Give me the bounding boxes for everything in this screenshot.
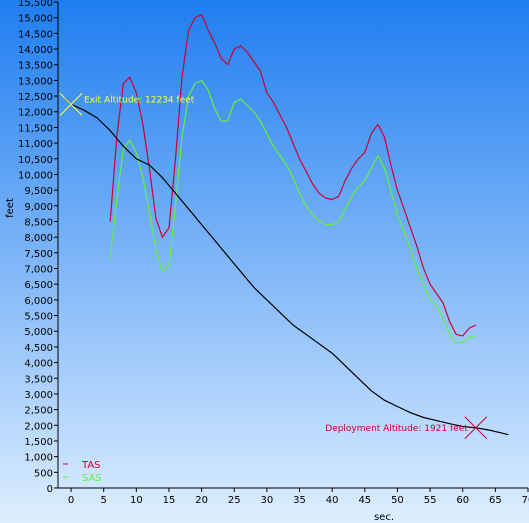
x-tick-label: 25: [228, 495, 241, 506]
y-tick-label: 7,500: [24, 249, 53, 260]
y-tick-label: 14,500: [18, 29, 53, 40]
y-tick-label: 11,500: [18, 123, 53, 134]
y-tick-label: 12,500: [18, 92, 53, 103]
x-tick-label: 0: [68, 495, 74, 506]
y-tick-label: 0: [47, 484, 53, 495]
y-tick-label: 13,000: [18, 76, 53, 87]
y-tick-label: 3,000: [24, 390, 53, 401]
x-tick-label: 15: [163, 495, 176, 506]
marker-stroke: [464, 416, 488, 440]
y-tick-label: 5,000: [24, 327, 53, 338]
y-tick-label: 1,500: [24, 437, 53, 448]
x-axis-title: sec.: [374, 512, 394, 523]
y-tick-label: 10,500: [18, 155, 53, 166]
x-tick-label: 45: [358, 495, 371, 506]
y-tick-label: 3,500: [24, 374, 53, 385]
series-line-tas: [109, 13, 477, 337]
x-tick-label: 40: [326, 495, 339, 506]
series-line-sas: [109, 79, 476, 345]
legend: TAS SAS: [63, 460, 102, 484]
y-tick-label: 2,500: [24, 406, 53, 417]
marker-stroke: [59, 93, 83, 116]
y-tick-label: 6,000: [24, 296, 53, 307]
x-tick-label: 10: [130, 495, 143, 506]
x-tick-label: 60: [456, 495, 469, 506]
x-tick-label: 30: [261, 495, 274, 506]
y-tick-label: 4,500: [24, 343, 53, 354]
y-tick-label: 1,000: [24, 453, 53, 464]
y-tick-label: 2,000: [24, 421, 53, 432]
y-tick-label: 500: [34, 468, 53, 479]
y-tick-label: 15,500: [18, 0, 53, 9]
x-tick-label: 5: [101, 495, 107, 506]
x-tick-label: 70: [522, 495, 529, 506]
series-layer: [64, 13, 509, 436]
y-tick-label: 9,000: [24, 202, 53, 213]
y-axis-title: feet: [5, 198, 16, 218]
legend-label-sas: SAS: [82, 473, 102, 484]
y-tick-label: 8,500: [24, 217, 53, 228]
legend-label-tas: TAS: [81, 460, 101, 471]
y-tick-label: 7,000: [24, 265, 53, 276]
y-axis: 0 500 1,000 1,500 2,000 2,500 3,000 3,500 4,000 4…: [18, 0, 59, 495]
x-tick-label: 20: [195, 495, 208, 506]
exit-altitude-label: Exit Altitude: 12234 feet: [84, 95, 195, 105]
y-tick-label: 15,000: [18, 14, 53, 25]
y-tick-label: 5,500: [24, 312, 53, 323]
y-tick-label: 11,000: [18, 139, 53, 150]
x-tick-label: 35: [293, 495, 306, 506]
y-tick-label: 6,500: [24, 280, 53, 291]
y-tick-label: 4,000: [24, 359, 53, 370]
y-tick-label: 14,000: [18, 45, 53, 56]
deployment-altitude-marker: Deployment Altitude: 1921 feet: [325, 416, 488, 440]
y-tick-label: 8,000: [24, 233, 53, 244]
y-tick-label: 9,500: [24, 186, 53, 197]
x-tick-label: 55: [424, 495, 437, 506]
x-tick-label: 50: [391, 495, 404, 506]
y-tick-label: 10,000: [18, 170, 53, 181]
y-tick-label: 12,000: [18, 108, 53, 119]
y-tick-label: 13,500: [18, 61, 53, 72]
x-tick-label: 65: [489, 495, 502, 506]
x-axis: 0 5 10 15 20 25 30 35 40 45 50 55 60 65 70: [58, 487, 529, 506]
annotation-layer: Exit Altitude: 12234 feet Deployment Alti…: [59, 93, 488, 440]
exit-altitude-marker: Exit Altitude: 12234 feet: [59, 93, 195, 116]
series-line-altitude: [64, 97, 509, 436]
deployment-altitude-label: Deployment Altitude: 1921 feet: [325, 424, 468, 434]
